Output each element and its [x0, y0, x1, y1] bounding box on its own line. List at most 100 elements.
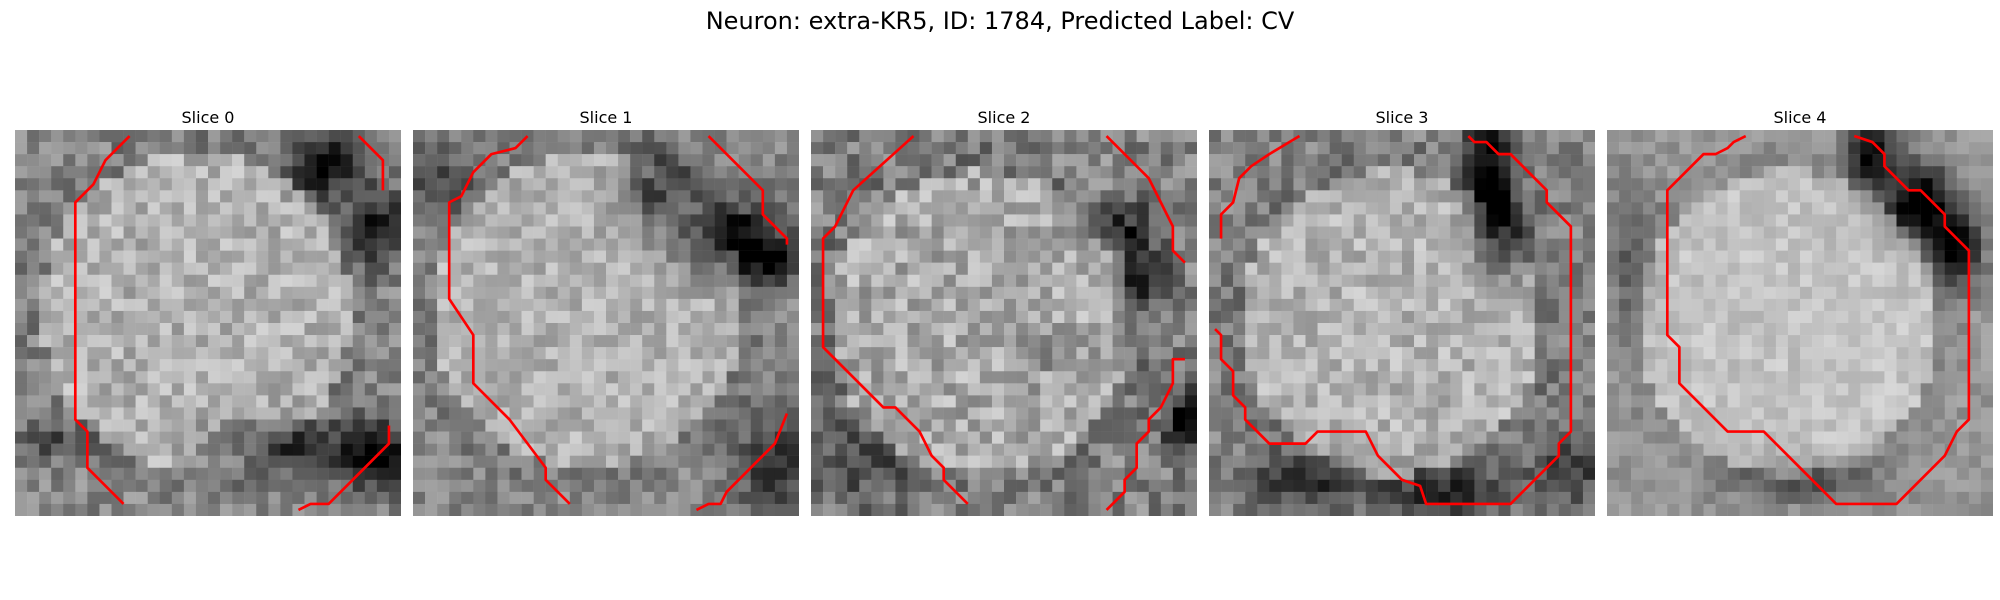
pixel: [907, 262, 920, 275]
pixel: [1812, 274, 1825, 288]
pixel: [1546, 383, 1560, 396]
pixel: [195, 250, 209, 263]
pixel: [1775, 178, 1789, 191]
pixel: [1474, 455, 1487, 468]
pixel: [1281, 359, 1294, 372]
pixel: [1775, 262, 1789, 275]
pixel: [1016, 190, 1029, 203]
pixel: [328, 407, 341, 420]
pixel: [1558, 419, 1572, 432]
pixel: [606, 431, 619, 444]
pixel: [316, 250, 329, 263]
pixel: [859, 142, 872, 155]
pixel: [425, 178, 438, 191]
pixel: [1534, 166, 1547, 179]
pixel: [461, 335, 474, 348]
pixel: [1365, 395, 1379, 408]
pixel: [51, 371, 64, 384]
pixel: [388, 395, 401, 408]
pixel: [931, 214, 944, 227]
pixel: [1908, 359, 1921, 372]
pixel: [642, 383, 655, 396]
pixel: [642, 467, 655, 481]
pixel: [1800, 419, 1813, 432]
pixel: [509, 298, 522, 312]
pixel: [1570, 455, 1584, 468]
pixel: [256, 443, 269, 456]
pixel: [304, 262, 317, 275]
pixel: [642, 250, 655, 263]
pixel: [979, 371, 993, 384]
pixel: [1558, 503, 1572, 516]
pixel: [979, 310, 993, 324]
pixel: [328, 298, 341, 312]
pixel: [39, 250, 52, 263]
pixel: [1040, 491, 1053, 505]
pixel: [967, 154, 981, 167]
pixel: [1172, 190, 1186, 203]
pixel: [714, 335, 727, 348]
pixel: [1341, 178, 1354, 191]
pixel: [1824, 226, 1837, 239]
pixel: [1932, 274, 1945, 288]
pixel: [75, 262, 88, 275]
pixel: [509, 503, 522, 516]
pixel: [364, 130, 378, 143]
pixel: [1872, 214, 1885, 227]
pixel: [1558, 407, 1572, 420]
pixel: [1751, 214, 1765, 227]
pixel: [1028, 443, 1041, 456]
pixel: [244, 130, 257, 143]
pixel: [232, 262, 245, 275]
pixel: [1655, 310, 1668, 324]
pixel: [991, 443, 1005, 456]
pixel: [1160, 407, 1174, 420]
pixel: [1836, 190, 1849, 203]
pixel: [1824, 443, 1837, 456]
pixel: [666, 335, 679, 348]
pixel: [1004, 443, 1017, 456]
pixel: [413, 419, 426, 432]
pixel: [1800, 310, 1813, 324]
pixel: [521, 407, 534, 420]
pixel: [593, 407, 607, 420]
pixel: [1474, 395, 1487, 408]
pixel: [256, 467, 269, 481]
pixel: [630, 359, 643, 372]
pixel: [762, 407, 776, 420]
pixel: [919, 383, 932, 396]
pixel: [1739, 130, 1752, 143]
pixel: [666, 214, 679, 227]
pixel: [593, 274, 607, 288]
pixel: [859, 310, 872, 324]
pixel: [931, 226, 944, 239]
pixel: [1848, 310, 1861, 324]
pixel: [1920, 383, 1933, 396]
pixel: [1872, 154, 1885, 167]
pixel: [557, 190, 571, 203]
pixel: [159, 407, 173, 420]
pixel: [63, 238, 76, 251]
pixel: [1582, 467, 1595, 481]
pixel: [1293, 503, 1306, 516]
pixel: [51, 130, 64, 143]
pixel: [1172, 431, 1186, 444]
pixel: [1052, 274, 1065, 288]
pixel: [1800, 250, 1813, 263]
pixel: [1619, 142, 1632, 155]
pixel: [111, 250, 124, 263]
pixel: [1365, 419, 1379, 432]
pixel: [208, 274, 221, 288]
pixel: [654, 383, 667, 396]
pixel: [678, 503, 691, 516]
pixel: [1462, 371, 1475, 384]
pixel: [1872, 419, 1885, 432]
pixel: [328, 310, 341, 324]
pixel: [1450, 178, 1463, 191]
pixel: [1402, 298, 1415, 312]
pixel: [388, 383, 401, 396]
pixel: [147, 503, 160, 516]
pixel: [606, 226, 619, 239]
pixel: [159, 479, 173, 493]
pixel: [75, 431, 88, 444]
